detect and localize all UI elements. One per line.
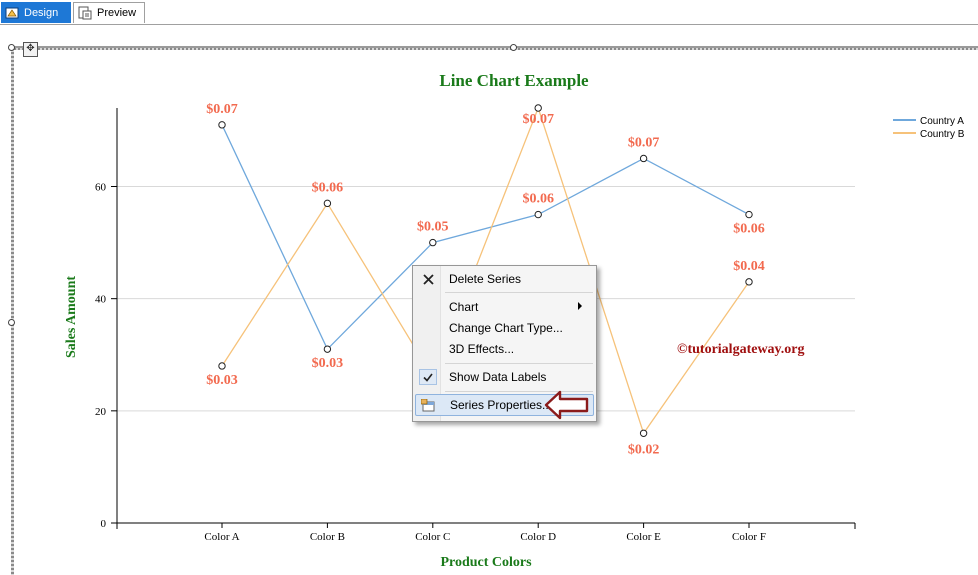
menu-item-delete-series[interactable]: Delete Series — [415, 268, 594, 290]
resize-handle-top-left[interactable] — [8, 44, 15, 51]
menu-separator — [445, 391, 593, 392]
data-label: $0.03 — [312, 356, 344, 371]
report-body-top-border — [14, 46, 978, 50]
pointer-arrow-icon — [544, 390, 589, 420]
data-point — [429, 238, 437, 247]
tab-bar: Design Preview — [0, 0, 978, 25]
check-icon — [419, 369, 437, 385]
x-axis-title: Product Colors — [440, 555, 532, 570]
menu-item-label: Series Properties... — [450, 398, 553, 412]
x-tick-label: Color E — [626, 531, 661, 543]
data-point — [745, 210, 753, 219]
y-tick-label: 20 — [95, 406, 107, 418]
menu-item-label: Delete Series — [449, 272, 522, 286]
close-icon — [419, 271, 437, 287]
data-point — [218, 121, 226, 129]
tab-design-label: Design — [24, 6, 59, 19]
y-tick-label: 40 — [95, 294, 107, 306]
data-point — [639, 429, 648, 437]
menu-separator — [445, 292, 593, 293]
move-icon[interactable]: ✥ — [23, 42, 38, 57]
resize-handle-middle-left[interactable] — [8, 319, 15, 326]
context-menu: Delete Series Chart Change Chart Type...… — [412, 265, 597, 422]
data-label: $0.07 — [206, 102, 238, 117]
chart-title: Line Chart Example — [439, 71, 589, 90]
menu-item-chart[interactable]: Chart — [415, 296, 594, 318]
tab-preview-label: Preview — [97, 7, 137, 19]
data-label: $0.07 — [522, 112, 554, 127]
resize-handle-top-middle[interactable] — [510, 44, 517, 51]
data-label: $0.04 — [733, 259, 765, 274]
data-point — [745, 278, 753, 286]
data-point — [534, 104, 542, 112]
data-label: $0.06 — [522, 192, 554, 207]
x-tick-label: Color B — [310, 531, 345, 543]
menu-item-label: Change Chart Type... — [449, 321, 563, 335]
data-point — [639, 154, 648, 163]
data-point — [323, 345, 332, 353]
series-line-country-b — [221, 106, 750, 435]
data-point — [218, 362, 226, 370]
series-line-country-a — [221, 124, 750, 351]
data-label: $0.03 — [206, 373, 238, 388]
x-tick-label: Color F — [732, 531, 766, 543]
menu-separator — [445, 363, 593, 364]
x-tick-label: Color A — [204, 531, 239, 543]
legend-label: Country B — [920, 129, 965, 140]
y-axis-title: Sales Amount — [64, 276, 79, 358]
data-label: $0.02 — [628, 442, 660, 457]
x-tick-label: Color D — [520, 531, 556, 543]
watermark: ©tutorialgateway.org — [677, 342, 805, 357]
data-point — [323, 199, 332, 208]
report-body-left-border — [11, 48, 14, 575]
series-properties-icon — [420, 398, 438, 414]
submenu-arrow-icon — [578, 302, 582, 310]
data-label: $0.05 — [417, 220, 449, 235]
legend-label: Country A — [920, 116, 964, 127]
menu-item-label: 3D Effects... — [449, 342, 515, 356]
data-label: $0.07 — [628, 135, 660, 150]
y-tick-label: 0 — [101, 518, 107, 530]
tab-design[interactable]: Design — [1, 2, 71, 23]
preview-icon — [78, 6, 92, 20]
data-label: $0.06 — [312, 180, 344, 195]
x-tick-label: Color C — [415, 531, 450, 543]
menu-item-change-chart-type[interactable]: Change Chart Type... — [415, 317, 594, 339]
data-label: $0.06 — [733, 222, 765, 237]
menu-item-series-properties[interactable]: Series Properties... — [415, 394, 594, 416]
data-point — [534, 210, 542, 219]
menu-item-label: Chart — [449, 300, 479, 314]
menu-item-show-data-labels[interactable]: Show Data Labels — [415, 366, 594, 388]
y-tick-label: 60 — [95, 182, 107, 194]
tab-preview[interactable]: Preview — [73, 2, 145, 23]
design-icon — [5, 6, 19, 20]
menu-item-3d-effects[interactable]: 3D Effects... — [415, 338, 594, 360]
menu-item-label: Show Data Labels — [449, 370, 547, 384]
